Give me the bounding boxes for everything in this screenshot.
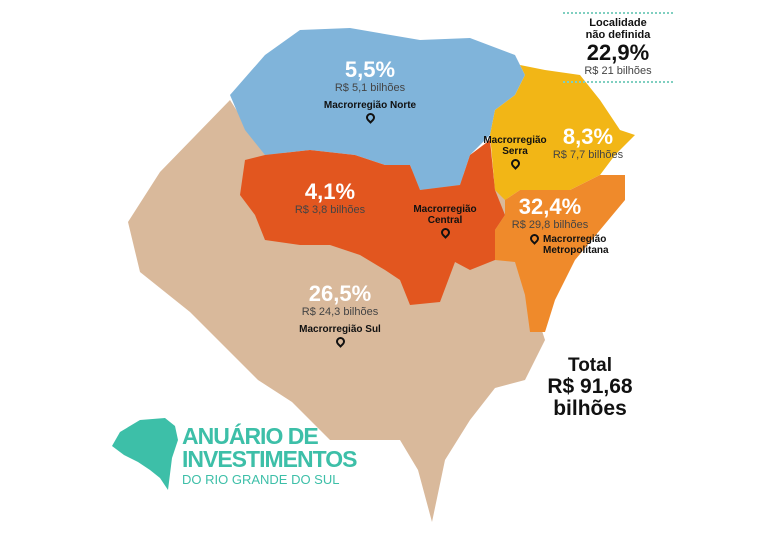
map-pin-icon — [508, 157, 522, 170]
value: R$ 29,8 bilhões — [511, 219, 589, 232]
label: Localidade não definida — [585, 17, 651, 42]
map-pin-icon — [528, 232, 541, 245]
region-name: Macrorregião Serra — [483, 135, 547, 157]
region-metropolitana — [495, 175, 625, 332]
divider — [563, 12, 673, 14]
label-sul: 26,5% R$ 24,3 bilhões Macrorregião Sul — [290, 281, 390, 349]
label-central: 4,1% R$ 3,8 bilhões — [290, 179, 370, 217]
value: R$ 24,3 bilhões — [301, 306, 379, 319]
logo: ANUÁRIO DE INVESTIMENTOS DO RIO GRANDE D… — [182, 423, 357, 487]
value: R$ 7,7 bilhões — [552, 149, 624, 162]
map-pin-icon — [333, 335, 347, 349]
region-central — [240, 140, 505, 305]
region-name: Macrorregião Sul — [299, 324, 381, 336]
total-box: Total R$ 91,68 bilhões — [535, 356, 645, 420]
total-unit: bilhões — [553, 396, 627, 420]
logo-line1: ANUÁRIO DE — [182, 423, 319, 449]
label-metropolitana: 32,4% R$ 29,8 bilhões — [505, 194, 595, 232]
label-serra-name: Macrorregião Serra — [480, 135, 550, 170]
value: R$ 21 bilhões — [584, 65, 652, 78]
percent: 26,5% — [308, 281, 372, 306]
logo-map-icon — [112, 418, 178, 490]
label-metropolitana-name: Macrorregião Metropolitana — [528, 232, 610, 258]
label-serra: 8,3% R$ 7,7 bilhões — [548, 124, 628, 162]
percent: 8,3% — [562, 124, 614, 149]
map-pin-icon — [438, 226, 452, 239]
region-norte — [230, 28, 525, 190]
total-label: Total — [568, 355, 612, 376]
logo-line3: DO RIO GRANDE DO SUL — [182, 472, 340, 487]
percent: 4,1% — [304, 179, 356, 204]
divider — [563, 81, 673, 84]
percent: 5,5% — [344, 57, 396, 82]
region-serra — [490, 65, 635, 200]
logo-line2: INVESTIMENTOS — [182, 446, 357, 472]
region-name: Macrorregião Central — [413, 204, 477, 226]
value: R$ 3,8 bilhões — [294, 204, 366, 217]
region-name: Macrorregião Metropolitana — [543, 234, 609, 256]
percent: 22,9% — [586, 40, 650, 66]
label-central-name: Macrorregião Central — [395, 204, 495, 239]
total-value: R$ 91,68 — [547, 374, 633, 398]
percent: 32,4% — [518, 194, 582, 219]
value: R$ 5,1 bilhões — [334, 82, 406, 95]
map-pin-icon — [363, 111, 377, 125]
undefined-location-box: Localidade não definida 22,9% R$ 21 bilh… — [563, 12, 673, 84]
label-norte: 5,5% R$ 5,1 bilhões Macrorregião Norte — [320, 57, 420, 125]
region-name: Macrorregião Norte — [323, 100, 417, 112]
